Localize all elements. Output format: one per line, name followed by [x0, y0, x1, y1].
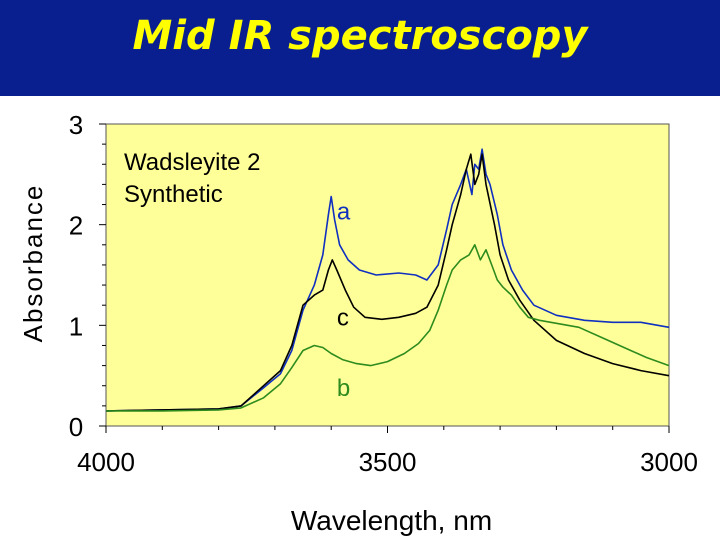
- title-bar: Mid IR spectroscopy: [0, 0, 720, 96]
- plot-area: [105, 123, 670, 427]
- x-axis-label: Wavelength, nm: [291, 505, 492, 536]
- series-c-label: c: [337, 304, 349, 331]
- y-tick-label-1: 1: [69, 311, 83, 341]
- y-axis-label: Absorbance: [18, 184, 48, 343]
- spectrum-chart: 0 1 2 3 4000 3500 3000 a c b Wadsleyite 2 Synthe…: [18, 110, 698, 536]
- x-tick-label-3000: 3000: [640, 447, 698, 477]
- annotation-line-2: Synthetic: [124, 181, 223, 208]
- y-tick-label-3: 3: [69, 110, 83, 140]
- series-a-label: a: [337, 199, 351, 226]
- y-tick-label-0: 0: [69, 412, 83, 442]
- series-b-label: b: [337, 375, 350, 402]
- y-tick-label-2: 2: [69, 211, 83, 241]
- annotation-line-1: Wadsleyite 2: [124, 149, 261, 176]
- x-tick-label-4000: 4000: [77, 447, 135, 477]
- series-a-line: [105, 148, 670, 412]
- x-tick-label-3500: 3500: [359, 447, 417, 477]
- series-c-line: [105, 153, 670, 412]
- slide-title: Mid IR spectroscopy: [132, 13, 588, 59]
- series-b-line: [106, 244, 670, 412]
